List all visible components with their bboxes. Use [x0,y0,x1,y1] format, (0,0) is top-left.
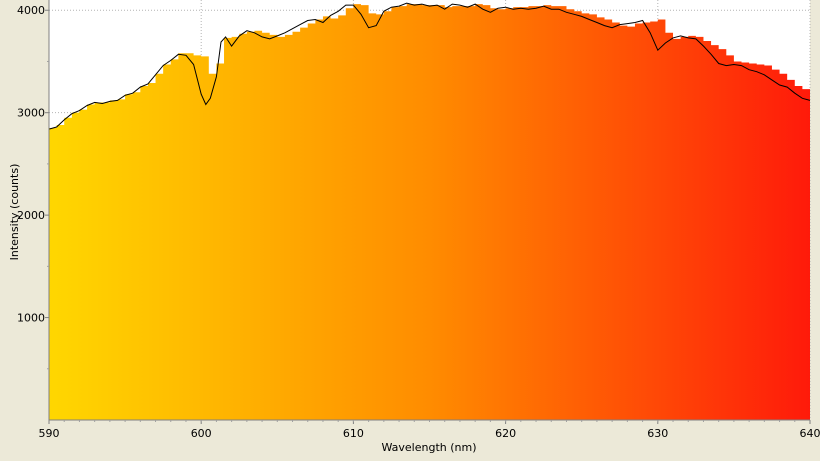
x-tick-label: 600 [191,427,212,440]
y-tick-label: 1000 [17,312,45,325]
y-axis-ticks: 1000 2000 3000 4000 [17,4,49,370]
y-tick-label: 3000 [17,107,45,120]
x-tick-label: 640 [800,427,820,440]
intensity-area [49,4,810,420]
y-tick-label: 2000 [17,209,45,222]
x-axis-ticks: 590 600 610 620 630 640 [39,420,820,440]
intensity-line [48,2,811,130]
y-tick-label: 4000 [17,4,45,17]
x-tick-label: 590 [39,427,60,440]
x-tick-label: 630 [647,427,668,440]
y-axis-title: Intensity (counts) [8,164,21,261]
x-tick-label: 610 [343,427,364,440]
x-tick-label: 620 [495,427,516,440]
x-axis-title: Wavelength (nm) [381,441,476,454]
